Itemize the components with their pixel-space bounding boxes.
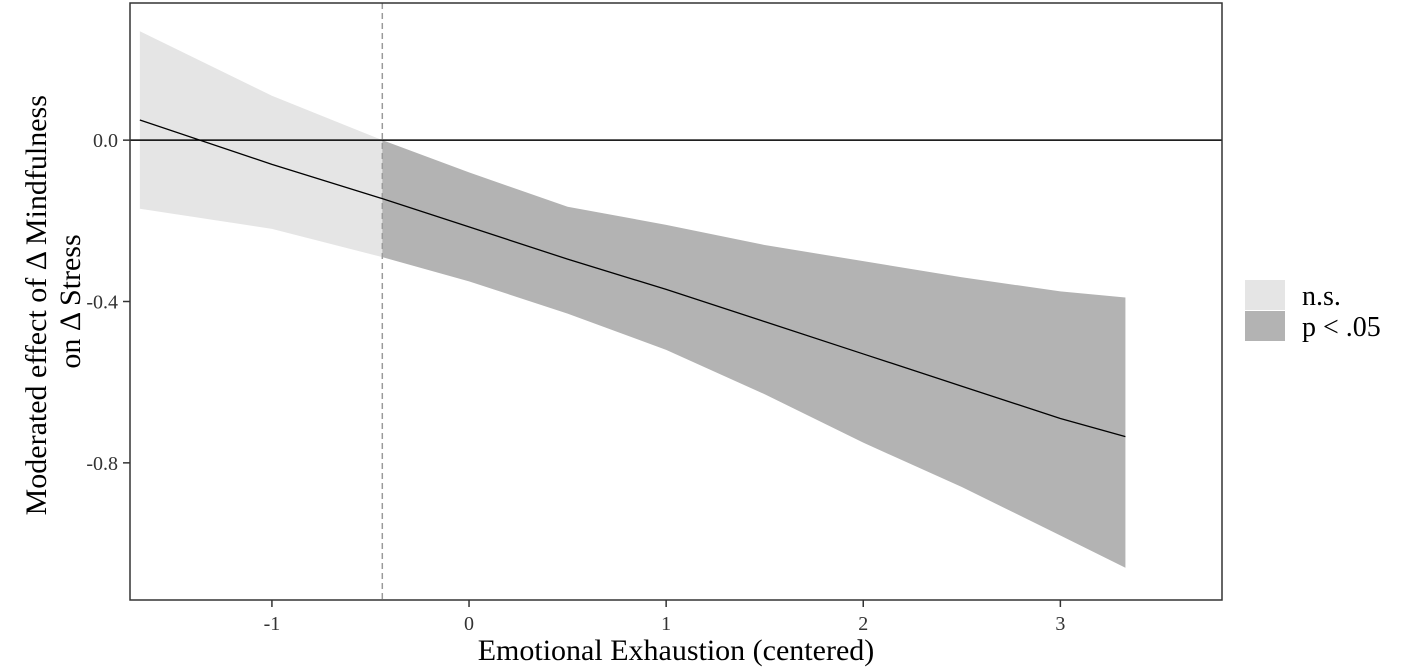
x-tick-label: 3 [1055,613,1065,635]
y-axis-title-line-1: Moderated effect of Δ Mindfulness [20,95,53,515]
x-axis-ticks: -1 0 1 2 3 [264,600,1065,635]
legend-label-sig: p < .05 [1302,312,1381,343]
legend: n.s. p < .05 [1245,280,1381,343]
x-tick-label: -1 [264,613,281,635]
y-axis-title: Moderated effect of Δ Mindfulness on Δ S… [20,88,87,516]
effect-line [139,119,1126,438]
series-lines [139,119,1126,438]
x-axis-title: Emotional Exhaustion (centered) [478,634,875,667]
y-axis-title-line-2: on Δ Stress [54,234,87,368]
legend-label-ns: n.s. [1302,281,1341,312]
reference-lines [130,3,1222,600]
band-not-significant [139,31,383,258]
y-tick-label: -0.8 [86,453,118,475]
y-tick-label: -0.4 [86,292,118,314]
confidence-bands [139,31,1126,568]
x-tick-label: 1 [661,613,671,635]
x-tick-label: 0 [464,613,474,635]
legend-key-sig [1245,311,1285,341]
band-significant [382,140,1126,568]
y-axis-ticks: 0.0 -0.4 -0.8 [86,130,130,475]
legend-key-ns [1245,280,1285,310]
x-tick-label: 2 [858,613,868,635]
y-tick-label: 0.0 [93,130,118,152]
